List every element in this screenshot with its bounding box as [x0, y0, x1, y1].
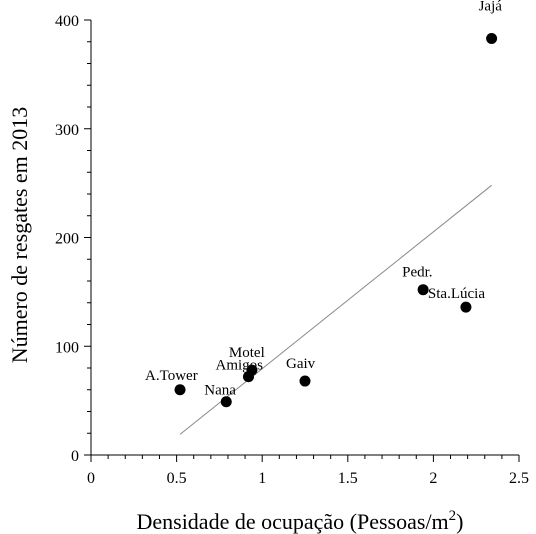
x-tick-label: 1 [258, 470, 266, 487]
data-point [417, 284, 429, 296]
data-point [246, 364, 258, 376]
data-point [174, 384, 186, 396]
y-axis-title: Número de resgates em 2013 [7, 107, 32, 364]
x-axis-title-close: ) [456, 509, 463, 534]
x-tick-label: 2.5 [509, 470, 529, 487]
y-tick-label: 400 [55, 13, 79, 30]
data-point [486, 32, 498, 44]
x-tick-label: 1.5 [338, 470, 358, 487]
data-point-label: Pedr. [402, 265, 432, 281]
data-point-label: Sta.Lúcia [428, 286, 485, 302]
data-point [460, 301, 472, 313]
x-tick-label: 0.5 [167, 470, 187, 487]
data-point-label: A.Tower [145, 368, 198, 384]
data-point-label: Gaiv [286, 356, 316, 372]
data-point-label: Motel [229, 345, 265, 361]
y-tick-label: 100 [55, 339, 79, 356]
data-point-label: Jajá [479, 0, 503, 14]
x-tick-label: 2 [429, 470, 437, 487]
x-tick-label: 0 [87, 470, 95, 487]
data-point-label: Nana [204, 383, 236, 399]
y-tick-label: 300 [55, 122, 79, 139]
trend-line [179, 184, 492, 435]
data-point [220, 396, 232, 408]
y-tick-label: 200 [55, 231, 79, 248]
data-point [299, 375, 311, 387]
y-tick-label: 0 [71, 448, 79, 465]
axes: 0 0.5 1 1.5 2 2.5 0 100 200 300 400 [55, 13, 529, 487]
data-points: A.TowerNanaAmigosMotelGaivPedr.Sta.Lúcia… [145, 0, 503, 408]
x-axis-title-superscript: 2 [449, 508, 457, 524]
x-axis-title-main: Densidade de ocupação (Pessoas/m [136, 509, 448, 534]
trend-line-group [179, 184, 492, 435]
x-axis-title: Densidade de ocupação (Pessoas/m2) [136, 508, 463, 534]
